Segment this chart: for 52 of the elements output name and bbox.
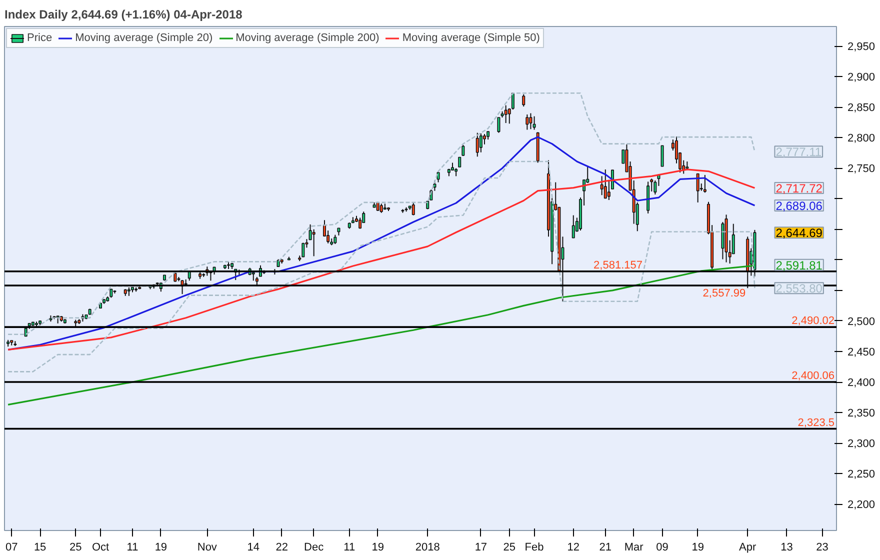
ref-line-label: 2,323.5: [798, 416, 834, 429]
ref-line-label: 2,400.06: [792, 370, 835, 382]
x-tick-label: 19: [154, 542, 168, 554]
annotation: 2,644.69: [776, 226, 823, 240]
y-tick-label: 2,900: [848, 72, 876, 84]
x-tick-label: 23: [816, 542, 828, 554]
y-tick-label: 2,300: [848, 438, 876, 450]
x-tick-label: 19: [372, 542, 384, 554]
x-tick-label: Apr: [739, 542, 757, 554]
x-tick-label: 2018: [415, 542, 440, 554]
y-tick-label: 2,200: [848, 499, 876, 512]
legend-label: Moving average (Simple 50): [402, 32, 540, 44]
x-tick-label: 19: [692, 542, 704, 554]
y-tick-label: 2,850: [848, 102, 876, 114]
x-tick-label: 22: [276, 542, 288, 554]
x-tick-label: 12: [567, 542, 580, 554]
annotation: 2,777.11: [776, 145, 822, 160]
y-tick-label: 2,750: [848, 163, 876, 176]
x-tick-label: 25: [69, 542, 82, 554]
y-tick-label: 2,450: [848, 346, 876, 359]
x-tick-label: Nov: [197, 542, 218, 554]
ref-line-label: 2,581.157: [594, 259, 642, 272]
y-tick-label: 2,800: [848, 132, 876, 145]
annotation: 2,553.80: [776, 282, 823, 296]
x-tick-label: 13: [780, 542, 793, 554]
x-tick-label: 21: [599, 542, 612, 554]
x-tick-label: 09: [656, 542, 668, 554]
annotation: 2,591.81: [776, 258, 823, 272]
x-tick-label: Feb: [524, 542, 544, 554]
x-tick-label: 14: [247, 542, 260, 554]
x-tick-label: 11: [126, 542, 138, 554]
y-tick-label: 2,250: [848, 468, 876, 481]
x-tick-label: Oct: [92, 542, 110, 554]
x-tick-label: Dec: [304, 542, 324, 554]
y-tick-label: 2,350: [848, 408, 876, 420]
chart-title: Index Daily 2,644.69 (+1.16%) 04-Apr-2018: [4, 8, 243, 22]
ref-line-label: 2,490.02: [792, 315, 835, 328]
x-tick-label: 15: [34, 542, 46, 554]
ref-line-label: 2,557.99: [702, 288, 746, 300]
x-tick-label: 17: [474, 542, 488, 554]
y-tick-label: 2,400: [848, 377, 876, 390]
y-tick-label: 2,950: [848, 41, 876, 54]
x-tick-label: 11: [344, 542, 356, 554]
annotation: 2,689.06: [776, 198, 823, 213]
legend-label: Price: [27, 32, 52, 44]
legend-label: Moving average (Simple 20): [75, 32, 213, 44]
annotation: 2,717.72: [776, 181, 823, 196]
legend-label: Moving average (Simple 200): [236, 32, 380, 44]
y-tick-label: 2,500: [848, 316, 876, 328]
x-tick-label: Mar: [624, 542, 644, 554]
x-tick-label: 07: [5, 542, 18, 554]
x-tick-label: 25: [503, 542, 516, 554]
